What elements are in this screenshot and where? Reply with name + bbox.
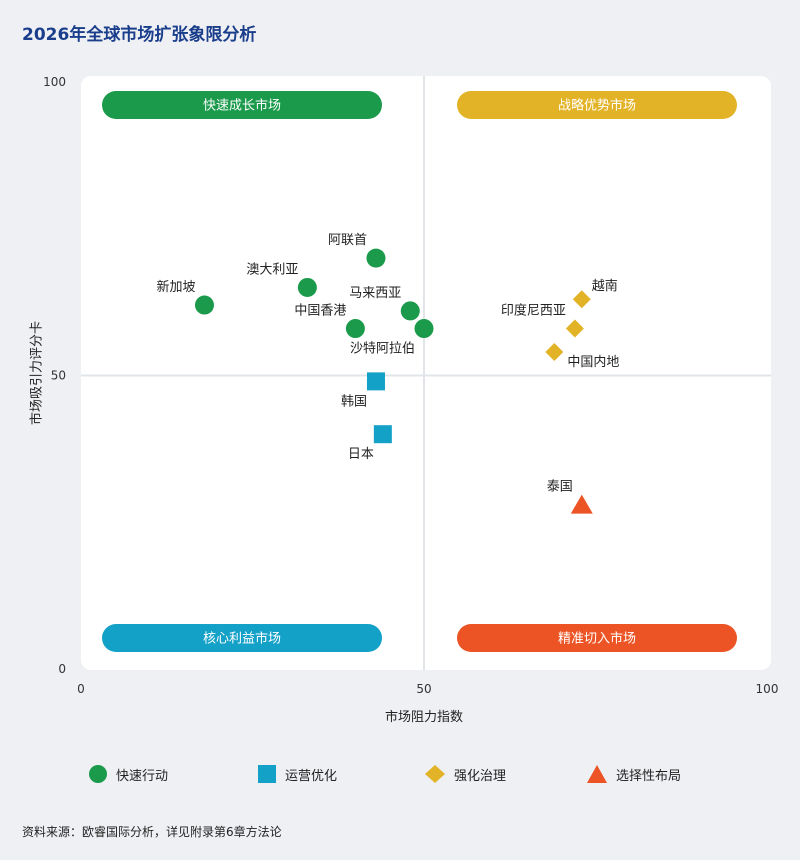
point-label: 新加坡 (156, 279, 195, 295)
legend-label: 快速行动 (116, 768, 169, 784)
point-marker (366, 248, 386, 268)
point-label: 越南 (592, 278, 618, 294)
point-label: 马来西亚 (349, 286, 401, 301)
quadrant-pill-bottom-left (102, 624, 382, 652)
legend-label: 强化治理 (454, 768, 507, 784)
point-marker (194, 295, 214, 315)
y-tick-label: 100 (43, 75, 66, 89)
point-label: 韩国 (341, 394, 367, 409)
quadrant-pill-top-left (102, 91, 382, 119)
point-marker (572, 290, 591, 309)
point-label: 印度尼西亚 (501, 303, 566, 319)
point-label: 阿联首 (328, 233, 367, 248)
point-marker (297, 277, 317, 297)
legend: 快速行动 运营优化 强化治理 选择性布局 (0, 764, 800, 786)
x-tick-label: 0 (77, 682, 85, 696)
x-axis-label: 市场阻力指数 (384, 710, 464, 725)
point-marker (565, 319, 584, 338)
point-label: 泰国 (547, 480, 573, 495)
legend-label: 运营优化 (285, 768, 338, 784)
quadrant-label: 战略优势市场 (558, 98, 636, 114)
legend-circle-marker (89, 765, 107, 783)
legend-item-quick-action: 快速行动 (88, 764, 168, 784)
legend-diamond-marker (425, 765, 445, 783)
quadrant-pill-top-right (457, 91, 737, 119)
point-marker (345, 319, 365, 339)
legend-item-governance: 强化治理 (424, 764, 506, 784)
point-marker (570, 494, 593, 514)
point-marker (414, 319, 434, 339)
legend-label: 选择性布局 (616, 768, 682, 784)
y-tick-label: 0 (58, 662, 66, 676)
legend-item-selective: 选择性布局 (586, 764, 681, 784)
x-tick-label: 100 (756, 682, 779, 696)
legend-triangle-marker (587, 765, 607, 783)
legend-square-marker (258, 765, 276, 783)
point-marker (400, 301, 420, 321)
point-label: 日本 (348, 447, 374, 462)
point-label: 沙特阿拉伯 (350, 342, 415, 357)
point-label: 澳大利亚 (246, 261, 298, 277)
plot-area (81, 76, 771, 670)
y-tick-label: 50 (51, 369, 66, 383)
source-note: 资料来源：欧睿国际分析，详见附录第6章方法论 (22, 825, 282, 839)
point-label: 中国香港 (294, 304, 346, 319)
y-axis-label: 市场吸引力评分卡 (29, 320, 45, 426)
chart-title: 2026年全球市场扩张象限分析 (22, 25, 257, 45)
legend-item-ops-optimization: 运营优化 (257, 764, 337, 784)
quadrant-label: 快速成长市场 (203, 98, 281, 114)
point-marker (545, 343, 564, 362)
quadrant-label: 精准切入市场 (558, 631, 636, 647)
quadrant-pill-bottom-right (457, 624, 737, 652)
point-marker (373, 425, 392, 444)
point-marker (366, 372, 385, 391)
quadrant-label: 核心利益市场 (203, 631, 281, 647)
x-tick-label: 50 (416, 682, 431, 696)
point-label: 中国内地 (567, 354, 619, 370)
